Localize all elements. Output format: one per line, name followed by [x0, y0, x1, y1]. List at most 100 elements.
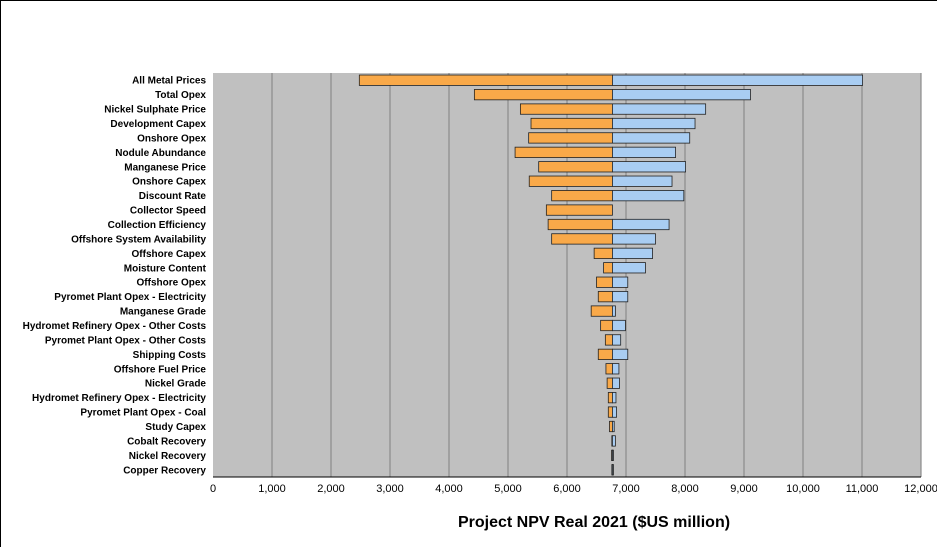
bar-low: [590, 305, 613, 317]
bar-high: [612, 146, 676, 158]
x-tick-label: 6,000: [553, 483, 581, 495]
x-tick-label: 3,000: [376, 483, 404, 495]
bars: [358, 74, 863, 476]
category-label: Pyromet Plant Opex - Coal: [80, 408, 206, 419]
bar-high: [612, 449, 614, 461]
bar-high: [612, 218, 670, 231]
category-label: Offshore Opex: [137, 278, 207, 289]
category-label: Copper Recovery: [123, 465, 206, 476]
category-label: Collector Speed: [130, 206, 206, 217]
category-label: Onshore Opex: [137, 133, 206, 144]
x-tick-label: 10,000: [786, 483, 820, 495]
bar-high: [612, 276, 629, 288]
bar-high: [612, 132, 691, 144]
category-label: Nickel Recovery: [129, 451, 207, 462]
bar-low: [528, 175, 613, 187]
x-tick-label: 0: [210, 483, 216, 495]
bar-low: [551, 233, 613, 245]
x-tick-label: 8,000: [671, 483, 699, 495]
bar-low: [530, 117, 613, 130]
category-label: Manganese Price: [124, 162, 206, 173]
category-label: Total Opex: [155, 90, 206, 101]
category-label: Cobalt Recovery: [127, 436, 206, 447]
category-label: Hydromet Refinery Opex - Electricity: [32, 393, 206, 404]
bar-low: [358, 74, 613, 86]
category-label: Pyromet Plant Opex - Electricity: [54, 292, 206, 303]
gridlines: [271, 73, 922, 477]
bar-high: [612, 117, 696, 130]
bar-low: [607, 406, 613, 418]
bar-low: [528, 132, 613, 144]
bar-high: [612, 233, 656, 245]
category-label: All Metal Prices: [132, 76, 206, 87]
bar-high: [612, 464, 614, 476]
bar-low: [514, 146, 613, 158]
bar-low: [596, 276, 613, 288]
bar-low: [605, 363, 613, 375]
bar-high: [612, 291, 629, 303]
category-label: Hydromet Refinery Opex - Other Costs: [23, 321, 207, 332]
bar-low: [538, 161, 613, 173]
category-label: Nodule Abundance: [115, 148, 206, 159]
bar-high: [612, 175, 673, 187]
category-label: Study Capex: [145, 422, 206, 433]
bar-low: [603, 262, 613, 274]
category-label: Development Capex: [110, 119, 206, 130]
category-label: Onshore Capex: [132, 177, 206, 188]
bar-high: [612, 89, 751, 101]
category-label: Offshore Fuel Price: [114, 364, 207, 375]
x-tick-label: 1,000: [258, 483, 286, 495]
x-tick-label: 5,000: [494, 483, 522, 495]
bar-high: [612, 363, 620, 375]
category-label: Pyromet Plant Opex - Other Costs: [45, 335, 207, 346]
x-tick-labels: 0 1,000 2,000 3,000 4,000 5,000 6,000 7,000 8,00…: [210, 483, 937, 495]
bar-high: [612, 262, 646, 274]
bar-high: [612, 161, 686, 173]
category-label: Shipping Costs: [133, 350, 207, 361]
bar-high: [612, 392, 617, 404]
bar-high: [612, 406, 617, 418]
bar-high: [612, 305, 616, 317]
category-label: Moisture Content: [124, 263, 207, 274]
bar-high: [612, 74, 863, 86]
category-label: Discount Rate: [139, 191, 207, 202]
bar-low: [473, 89, 613, 101]
bar-high: [612, 319, 626, 332]
x-tick-label: 12,000: [904, 483, 937, 495]
bar-high: [612, 435, 616, 447]
bar-low: [609, 420, 613, 433]
category-labels: All Metal Prices Total Opex Nickel Sulphat…: [23, 76, 207, 477]
bar-high: [612, 377, 620, 389]
bar-high: [612, 420, 615, 433]
bar-low: [600, 319, 613, 332]
category-label: Offshore System Availability: [71, 234, 206, 245]
bar-low: [597, 291, 613, 303]
category-label: Nickel Sulphate Price: [104, 105, 206, 116]
x-tick-label: 11,000: [846, 483, 879, 495]
bar-low: [519, 103, 613, 115]
category-label: Manganese Grade: [120, 307, 207, 318]
bar-low: [607, 392, 613, 404]
category-label: Offshore Capex: [132, 249, 207, 260]
category-label: Collection Efficiency: [108, 220, 207, 231]
category-label: Nickel Grade: [145, 379, 207, 390]
bar-high: [612, 247, 653, 259]
x-tick-label: 2,000: [317, 483, 345, 495]
bar-low: [604, 334, 613, 346]
bar-high: [612, 190, 685, 202]
x-tick-label: 9,000: [730, 483, 758, 495]
bar-low: [597, 348, 613, 360]
x-tick-label: 7,000: [612, 483, 640, 495]
x-tick-label: 4,000: [435, 483, 463, 495]
bar-high: [612, 103, 707, 115]
bar-low: [606, 377, 613, 389]
bar-low: [547, 218, 613, 231]
bar-low: [551, 190, 613, 202]
bar-low: [545, 204, 613, 216]
bar-high: [612, 348, 629, 360]
bar-low: [593, 247, 613, 259]
bar-high: [612, 334, 622, 346]
x-axis-title: Project NPV Real 2021 ($US million): [458, 514, 730, 531]
